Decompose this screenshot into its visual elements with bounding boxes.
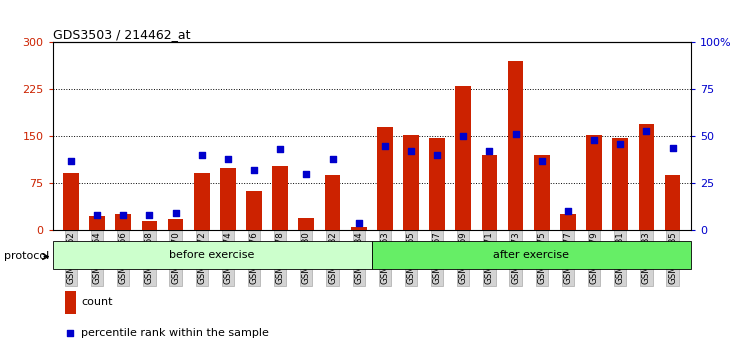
Point xyxy=(91,212,103,218)
Point xyxy=(562,209,574,214)
Bar xyxy=(167,219,183,230)
Point xyxy=(65,158,77,164)
Point xyxy=(484,148,496,154)
Bar xyxy=(481,155,497,230)
Point xyxy=(353,220,365,225)
Point xyxy=(274,147,286,152)
Bar xyxy=(372,241,691,269)
Bar xyxy=(612,138,628,230)
Point xyxy=(431,152,443,158)
Point xyxy=(379,143,391,149)
Point xyxy=(667,145,679,150)
Point xyxy=(248,167,260,173)
Bar xyxy=(65,291,76,314)
Bar xyxy=(534,155,550,230)
Bar xyxy=(246,191,262,230)
Bar xyxy=(508,61,523,230)
Bar xyxy=(638,124,654,230)
Point xyxy=(117,212,129,218)
Point xyxy=(588,137,600,143)
Point xyxy=(327,156,339,162)
Point xyxy=(614,141,626,147)
Bar xyxy=(194,172,210,230)
Bar xyxy=(560,215,576,230)
Bar xyxy=(351,227,366,230)
Bar xyxy=(665,175,680,230)
Point xyxy=(457,133,469,139)
Bar xyxy=(377,127,393,230)
Point xyxy=(510,132,522,137)
Text: GDS3503 / 214462_at: GDS3503 / 214462_at xyxy=(53,28,190,41)
Text: after exercise: after exercise xyxy=(493,250,569,260)
Text: protocol: protocol xyxy=(4,251,49,261)
Point xyxy=(405,148,417,154)
Point xyxy=(300,171,312,177)
Point xyxy=(196,152,208,158)
Point xyxy=(65,330,77,336)
Bar xyxy=(587,135,602,230)
Text: count: count xyxy=(81,297,113,307)
Bar xyxy=(273,166,288,230)
Point xyxy=(641,128,653,133)
Bar xyxy=(141,221,157,230)
Point xyxy=(535,158,547,164)
Point xyxy=(222,156,234,162)
Bar xyxy=(220,167,236,230)
Bar xyxy=(116,215,131,230)
Point xyxy=(143,212,155,218)
Bar xyxy=(324,175,340,230)
Point xyxy=(170,210,182,216)
Bar xyxy=(53,241,372,269)
Bar xyxy=(63,172,79,230)
Bar xyxy=(89,216,105,230)
Bar xyxy=(430,138,445,230)
Bar xyxy=(298,218,314,230)
Bar xyxy=(455,86,471,230)
Text: before exercise: before exercise xyxy=(170,250,255,260)
Text: percentile rank within the sample: percentile rank within the sample xyxy=(81,328,269,338)
Bar xyxy=(403,135,419,230)
